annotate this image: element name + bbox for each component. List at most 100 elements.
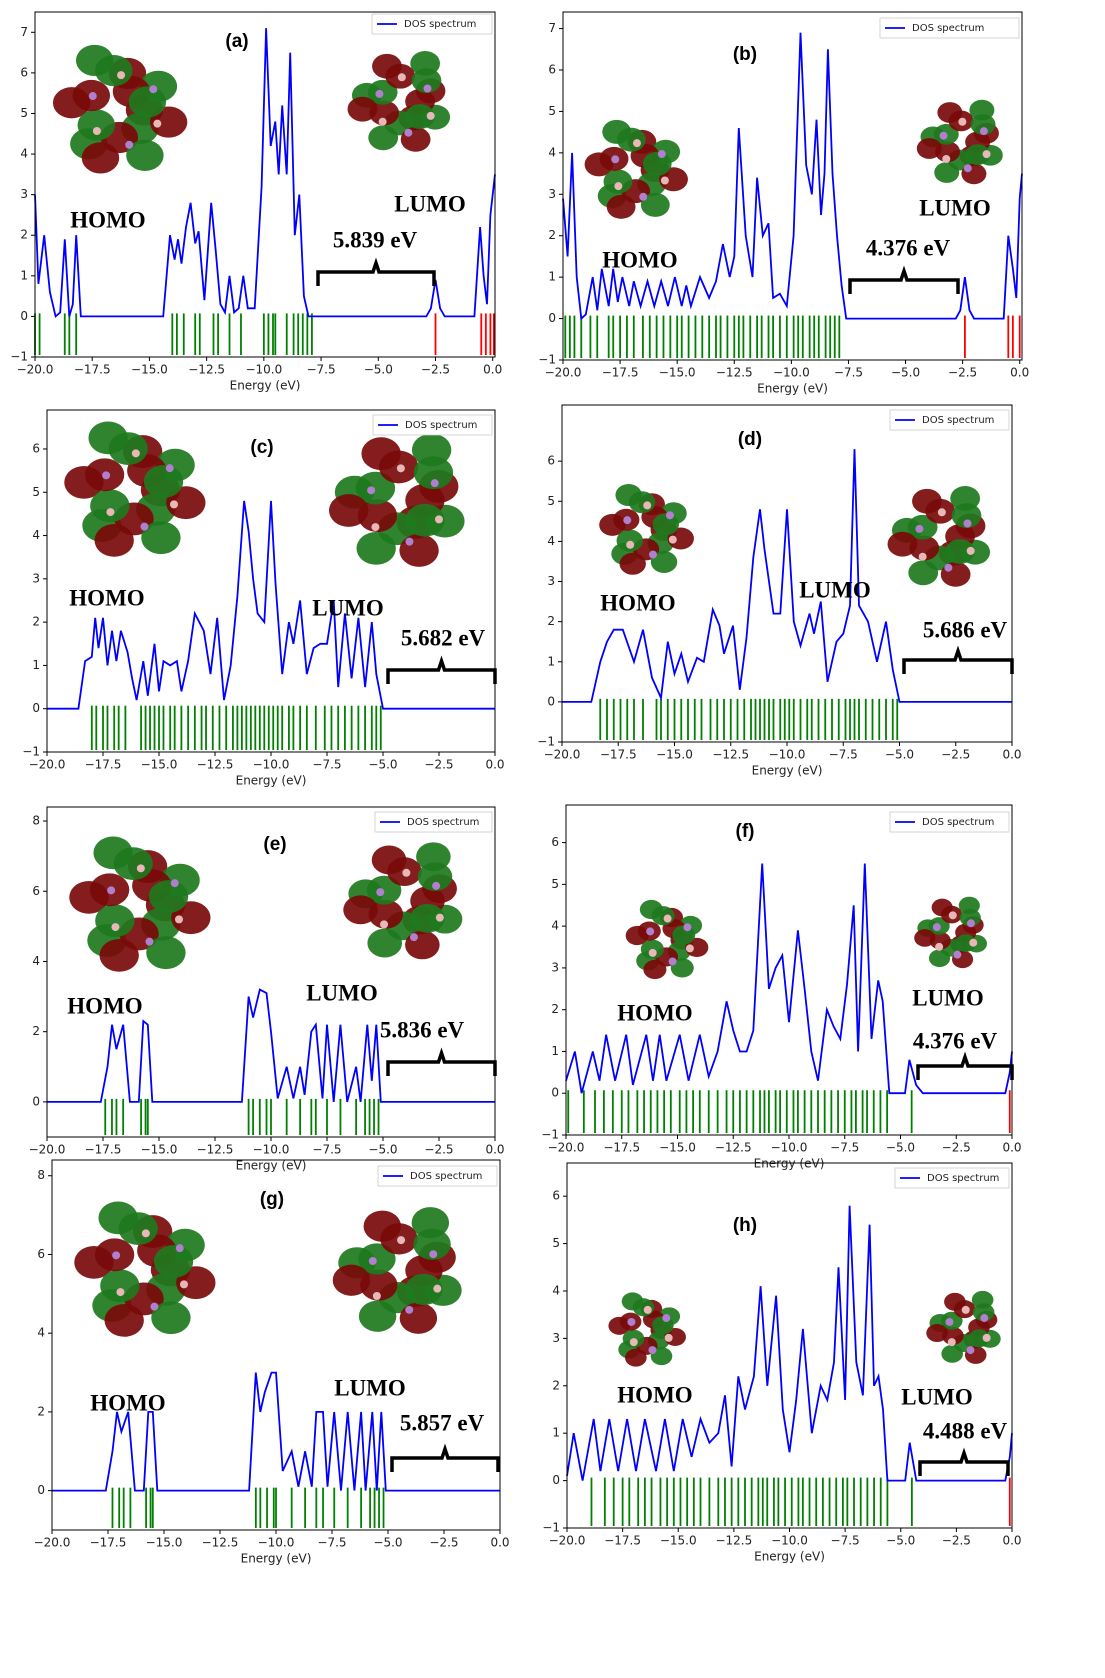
panel-label: (a)	[225, 31, 248, 52]
x-tick-label: −17.5	[85, 1143, 122, 1157]
x-tick-label: −12.5	[715, 1534, 752, 1548]
x-tick-label: −15.0	[659, 366, 696, 380]
atom	[145, 937, 154, 946]
homo-label: HOMO	[90, 1390, 165, 1415]
orbital-lobe	[94, 523, 134, 557]
y-tick-label: −1	[537, 735, 555, 749]
orbital-lobe	[366, 875, 402, 905]
atom	[966, 1346, 975, 1355]
orbital-lobe	[417, 862, 453, 892]
panel: DOS spectrum−20.0 −17.5 −15.0 −12.5 −10.0 −7.…	[541, 804, 1022, 1171]
atom	[660, 176, 669, 185]
atom	[664, 1333, 673, 1342]
orbital-lobe	[640, 192, 670, 217]
atom	[648, 550, 657, 559]
x-tick-label: −17.5	[603, 1141, 640, 1155]
gap-bracket	[848, 265, 960, 294]
orbital-lobe	[99, 938, 139, 972]
y-tick-label: 2	[552, 1378, 560, 1392]
orbital-inset	[347, 51, 451, 152]
x-tick-label: −7.5	[306, 363, 335, 377]
homo-label: HOMO	[617, 1382, 692, 1407]
y-tick-label: 6	[548, 63, 556, 77]
y-tick-label: 3	[548, 187, 556, 201]
panel-label: (f)	[736, 821, 755, 842]
lumo-label: LUMO	[912, 985, 984, 1010]
x-tick-label: 0.0	[485, 1143, 504, 1157]
atom	[963, 519, 972, 528]
x-tick-label: −7.5	[831, 1534, 860, 1548]
x-tick-label: −2.5	[948, 366, 977, 380]
orbital-lobe	[955, 934, 977, 952]
atom	[107, 886, 116, 895]
x-tick-label: −15.0	[141, 1143, 178, 1157]
atom	[948, 911, 957, 920]
x-tick-label: −15.0	[659, 1141, 696, 1155]
lumo-label: LUMO	[919, 195, 991, 220]
atom	[918, 552, 927, 561]
legend-box	[894, 1167, 1010, 1189]
orbital-lobe	[399, 1302, 438, 1334]
x-tick-label: −17.5	[74, 363, 111, 377]
orbital-lobe	[411, 68, 442, 93]
panel-label: (d)	[738, 429, 762, 450]
lumo-label: LUMO	[334, 1375, 406, 1400]
x-tick-label: −10.0	[245, 363, 282, 377]
x-axis-label: Energy (eV)	[754, 1550, 825, 1564]
atom	[372, 1292, 381, 1301]
atom	[935, 942, 944, 951]
x-tick-label: −7.5	[312, 1143, 341, 1157]
x-tick-label: −7.5	[312, 758, 341, 772]
orbital-lobe	[153, 1245, 194, 1278]
gap-bracket	[386, 1047, 497, 1076]
x-tick-label: −20.0	[29, 758, 66, 772]
x-tick-label: −2.5	[942, 1141, 971, 1155]
x-tick-label: −20.0	[34, 1536, 71, 1550]
atom	[944, 563, 953, 572]
atom	[131, 449, 140, 458]
orbital-lobe	[926, 1324, 948, 1343]
atom	[979, 127, 988, 136]
orbital-lobe	[77, 109, 116, 141]
x-tick-label: −10.0	[771, 1141, 808, 1155]
orbital-lobe	[965, 144, 991, 166]
gap-bracket	[390, 1443, 500, 1472]
panel: DOS spectrum−20.0 −17.5 −15.0 −12.5 −10.0 −7.…	[10, 11, 502, 393]
homo-label: HOMO	[600, 590, 675, 615]
x-axis-label: Energy (eV)	[241, 1552, 312, 1566]
atom	[980, 1314, 989, 1323]
atom	[88, 92, 97, 101]
gap-label: 5.857 eV	[400, 1410, 485, 1435]
atom	[435, 913, 444, 922]
x-tick-label: −2.5	[424, 758, 453, 772]
orbital-lobe	[642, 151, 672, 176]
orbital-lobe	[367, 928, 402, 958]
atom	[169, 500, 178, 509]
atom	[963, 164, 972, 173]
x-tick-label: −2.5	[942, 1534, 971, 1548]
x-tick-label: 0.0	[483, 363, 502, 377]
x-tick-label: −17.5	[602, 366, 639, 380]
orbital-lobe	[941, 1344, 963, 1363]
atom	[643, 1305, 652, 1314]
x-tick-label: 0.0	[490, 1536, 509, 1550]
x-tick-label: −10.0	[253, 1143, 290, 1157]
y-tick-label: 0	[32, 1094, 40, 1108]
dos-line	[562, 32, 1023, 321]
orbital-inset	[926, 1290, 1001, 1364]
orbital-lobe	[148, 880, 189, 913]
orbital-lobe	[405, 104, 435, 129]
x-tick-label: −10.0	[258, 1536, 295, 1550]
atom	[404, 128, 413, 137]
atom	[125, 140, 134, 149]
atom	[174, 915, 183, 924]
x-tick-label: −20.0	[544, 748, 581, 762]
orbital-lobe	[118, 1212, 158, 1246]
y-tick-label: 0	[547, 694, 555, 708]
orbital-lobe	[908, 560, 939, 586]
lumo-label: LUMO	[394, 191, 466, 216]
orbital-lobe	[405, 503, 445, 537]
legend-box	[372, 414, 493, 436]
orbital-lobe	[141, 521, 181, 555]
orbital-lobe	[104, 1303, 144, 1337]
